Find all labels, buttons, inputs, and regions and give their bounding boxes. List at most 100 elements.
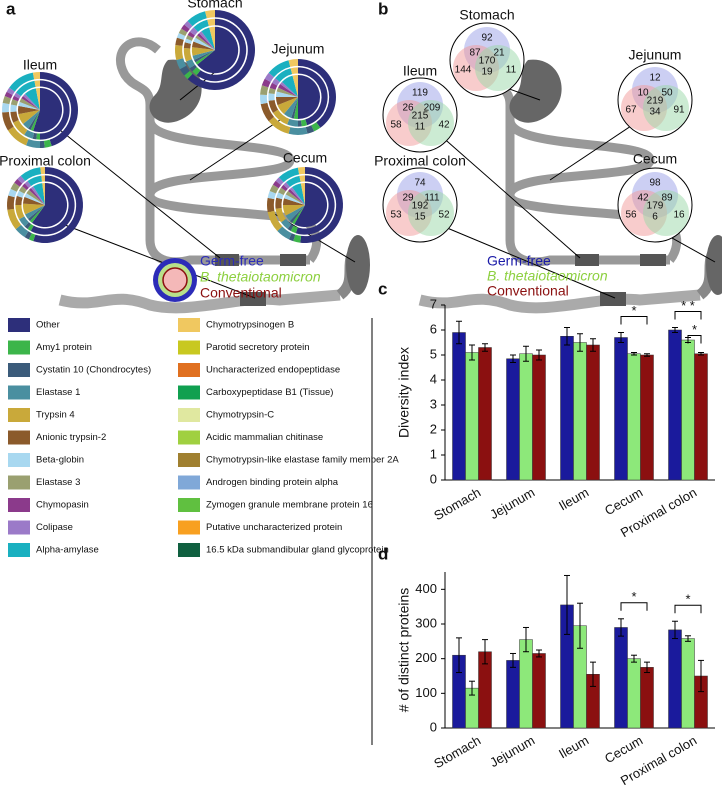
pie-slice (311, 122, 321, 132)
pie-slice (23, 110, 40, 129)
venn-count: 52 (438, 210, 450, 221)
legend-swatch (8, 475, 30, 490)
y-tick-label: 0 (430, 719, 437, 734)
pie-slice (278, 187, 286, 195)
pie-slice (24, 129, 35, 139)
significance-label: * * (681, 298, 695, 313)
pie-slice (268, 60, 291, 78)
y-tick-label: 2 (430, 421, 437, 436)
pie-slice (20, 167, 42, 181)
bar (506, 358, 520, 481)
legend-swatch (178, 453, 200, 467)
legend-label: 16.5 kDa submandibular gland glycoprotei… (206, 545, 389, 556)
venn-set (408, 190, 454, 236)
pie-slice (187, 11, 207, 27)
error-bar (510, 354, 516, 363)
pie-slice (34, 80, 40, 87)
bar (519, 353, 533, 481)
x-tick-label: Cecum (602, 733, 645, 767)
pie-slice (18, 110, 40, 125)
pie-slice (261, 78, 271, 88)
pie-slice (289, 187, 305, 205)
pie-slice (14, 178, 23, 187)
legend-label: Chymopasin (36, 500, 89, 511)
pie-slice (278, 167, 300, 183)
y-tick-label: 4 (430, 371, 437, 386)
panel-label: a (6, 0, 16, 18)
venn-count: 119 (412, 88, 428, 99)
venn-count: 34 (649, 107, 661, 118)
legend-label: Chymotrypsin-C (206, 410, 274, 421)
pie-slice (7, 208, 21, 230)
key-label: B. thetaiotaomicron (200, 269, 321, 285)
bar (452, 332, 466, 481)
x-tick-label: Ileum (556, 485, 591, 514)
pie-slice (28, 233, 36, 242)
pie-slice (185, 34, 194, 41)
pie-slice (193, 19, 209, 32)
pie-slice (184, 70, 193, 80)
organ-label: Cecum (633, 151, 677, 167)
venn-set (475, 45, 521, 91)
venn-count: 21 (493, 48, 505, 59)
pie-slice (27, 224, 34, 231)
pie-slice (40, 72, 79, 147)
pie-slice (195, 50, 215, 65)
legend-swatch (8, 385, 30, 400)
ring-key: Germ-free B. thetaiotaomicron Convention… (153, 253, 321, 302)
pie-slice (275, 207, 286, 223)
legend-label: Alpha-amylase (36, 545, 99, 556)
pie-slice (8, 188, 17, 198)
venn-count: 12 (649, 73, 661, 84)
pie-slice (7, 126, 29, 146)
legend-swatch (178, 498, 200, 512)
bar (506, 660, 520, 729)
pie-slice (298, 59, 336, 128)
legend-swatch (8, 453, 30, 467)
pie-slice (179, 65, 190, 76)
pie-slice (293, 234, 302, 243)
pie-slice (285, 205, 305, 222)
pie-slice (43, 139, 52, 148)
legend-swatch (8, 340, 30, 355)
pie-slice (295, 175, 335, 235)
pie-slice (275, 97, 298, 106)
pie-slice (272, 109, 290, 125)
pie-slice (281, 75, 298, 97)
pie-slice (297, 167, 305, 175)
error-bar (672, 327, 678, 333)
significance-label: * (631, 303, 636, 318)
legend-label: Androgen binding protein alpha (206, 477, 339, 488)
pie-slice (276, 192, 284, 200)
pie-slice (292, 183, 305, 205)
venn-count: 92 (481, 33, 493, 44)
pie-slice (17, 105, 40, 115)
key-ring (162, 267, 188, 293)
pie-slice (288, 233, 296, 242)
legend-swatch (8, 498, 30, 512)
pie-slice (300, 182, 305, 205)
pie-slice (33, 167, 83, 243)
pie-slice (175, 37, 184, 46)
pie-slice (10, 182, 20, 192)
pie-slice (28, 205, 45, 222)
error-bar (644, 353, 650, 357)
legend-label: Uncharacterized endopeptidase (206, 365, 340, 376)
error-bar (631, 352, 637, 356)
venn-count: 6 (652, 212, 658, 223)
legend-label: Parotid secretory protein (206, 342, 310, 353)
pie-slice (27, 175, 43, 186)
pie-slice (33, 87, 63, 133)
pie-slice (268, 87, 276, 95)
venn-count: 11 (506, 65, 517, 76)
venn-count: 74 (414, 178, 426, 189)
pie-slice (260, 85, 269, 96)
pie-slice (268, 93, 275, 101)
pie-slice (275, 177, 284, 186)
bar (627, 353, 641, 481)
significance-bracket (687, 335, 702, 344)
pie-slice (28, 110, 40, 130)
pie-slice (22, 203, 45, 215)
legend-swatch (178, 363, 200, 377)
pie-slice (40, 167, 45, 175)
